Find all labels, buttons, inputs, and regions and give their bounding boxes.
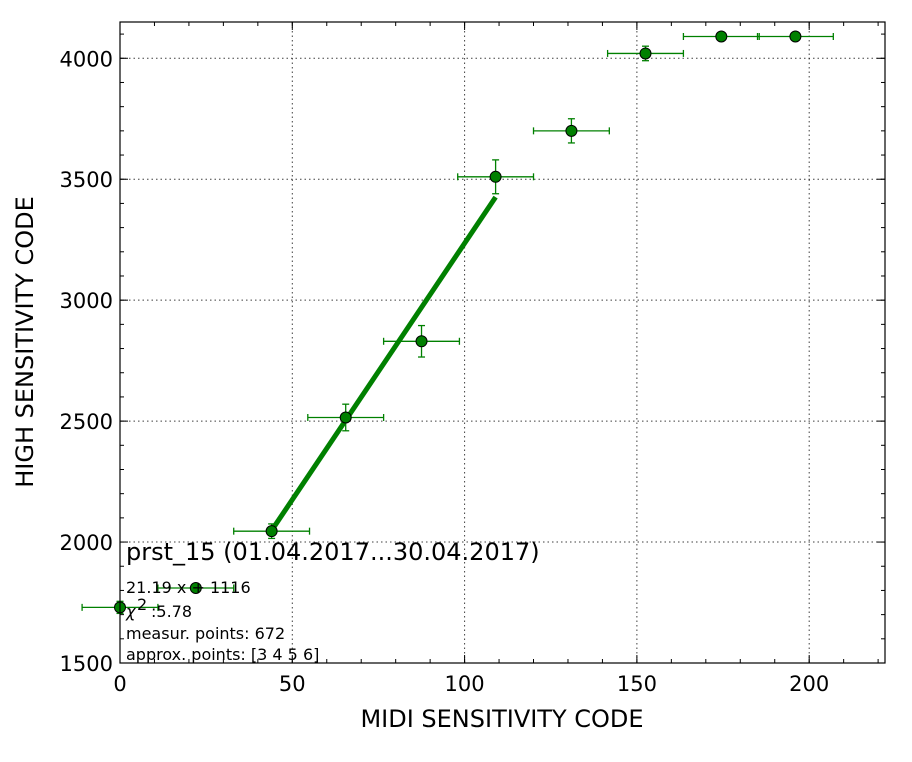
annotation-measur-points: measur. points: 672	[126, 624, 285, 643]
data-point	[307, 403, 385, 432]
data-point	[756, 30, 834, 43]
y-tick-label: 3500	[60, 168, 113, 192]
x-tick-label: 0	[113, 672, 126, 696]
y-axis-title: HIGH SENSITIVITY CODE	[11, 196, 39, 488]
data-point	[606, 45, 685, 62]
major-ticks	[119, 22, 885, 664]
plot-background	[120, 22, 885, 663]
data-point	[382, 324, 461, 358]
y-tick-label: 2000	[60, 531, 113, 555]
data-point	[682, 30, 760, 43]
point-marker	[565, 124, 578, 137]
x-tick-label: 100	[445, 672, 485, 696]
point-marker	[489, 170, 502, 183]
x-tick-label: 50	[279, 672, 306, 696]
x-tick-labels: 0 50 100 150 200	[113, 672, 829, 696]
fit-line	[269, 195, 498, 532]
point-marker	[715, 30, 728, 43]
annotation-fit-equation: 21.19 x + 1116	[126, 578, 251, 597]
point-marker	[639, 47, 652, 60]
data-point	[457, 159, 535, 195]
x-tick-label: 200	[789, 672, 829, 696]
annotation-chi-value: :5.78	[151, 602, 192, 621]
y-tick-label: 2500	[60, 410, 113, 434]
point-marker	[789, 30, 802, 43]
annotation-chi-exponent: 2	[137, 595, 147, 614]
point-marker	[339, 411, 352, 424]
x-tick-label: 150	[617, 672, 657, 696]
y-tick-label: 3000	[60, 289, 113, 313]
y-tick-labels: 1500 2000 2500 3000 3500 4000	[60, 47, 113, 676]
y-tick-label: 4000	[60, 47, 113, 71]
point-marker	[415, 335, 428, 348]
point-marker	[265, 525, 278, 538]
data-point	[233, 523, 311, 540]
data-point	[157, 582, 235, 595]
grid	[120, 22, 885, 663]
plot-frame	[119, 21, 886, 664]
x-axis-title: MIDI SENSITIVITY CODE	[360, 705, 643, 733]
annotation-chi-symbol: χ	[125, 602, 136, 621]
y-tick-label: 1500	[60, 652, 113, 676]
annotation-approx-points: approx. points: [3 4 5 6]	[126, 645, 319, 664]
annotation-title: prst_15 (01.04.2017...30.04.2017)	[126, 538, 540, 566]
data-point	[532, 118, 610, 144]
point-marker	[189, 582, 202, 595]
fit-line-group	[269, 195, 498, 532]
minor-ticks	[119, 22, 885, 664]
